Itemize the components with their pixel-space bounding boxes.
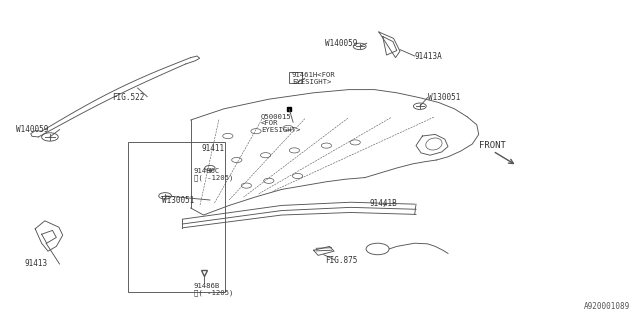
Text: FIG.875: FIG.875 <box>325 256 358 265</box>
Text: Q500015
<FOR
EYESIGHT>: Q500015 <FOR EYESIGHT> <box>261 113 301 133</box>
Text: 91413A: 91413A <box>415 52 442 60</box>
Text: FIG.522: FIG.522 <box>112 93 145 102</box>
Text: W140059: W140059 <box>325 39 358 48</box>
Text: 91486C
※( -1205): 91486C ※( -1205) <box>194 168 234 181</box>
Bar <box>289 72 302 83</box>
Text: W140059: W140059 <box>16 125 49 134</box>
Text: 91486B
※( -1205): 91486B ※( -1205) <box>194 283 234 296</box>
Text: FRONT: FRONT <box>479 141 506 150</box>
Text: A920001089: A920001089 <box>584 302 630 311</box>
Text: 91461H<FOR
EYESIGHT>: 91461H<FOR EYESIGHT> <box>292 72 335 85</box>
Text: W130051: W130051 <box>428 93 460 102</box>
Text: 91413: 91413 <box>24 260 47 268</box>
Text: 91411: 91411 <box>202 144 225 153</box>
Text: 91441B: 91441B <box>370 199 397 208</box>
Bar <box>128 142 225 292</box>
Text: W130051: W130051 <box>162 196 195 204</box>
